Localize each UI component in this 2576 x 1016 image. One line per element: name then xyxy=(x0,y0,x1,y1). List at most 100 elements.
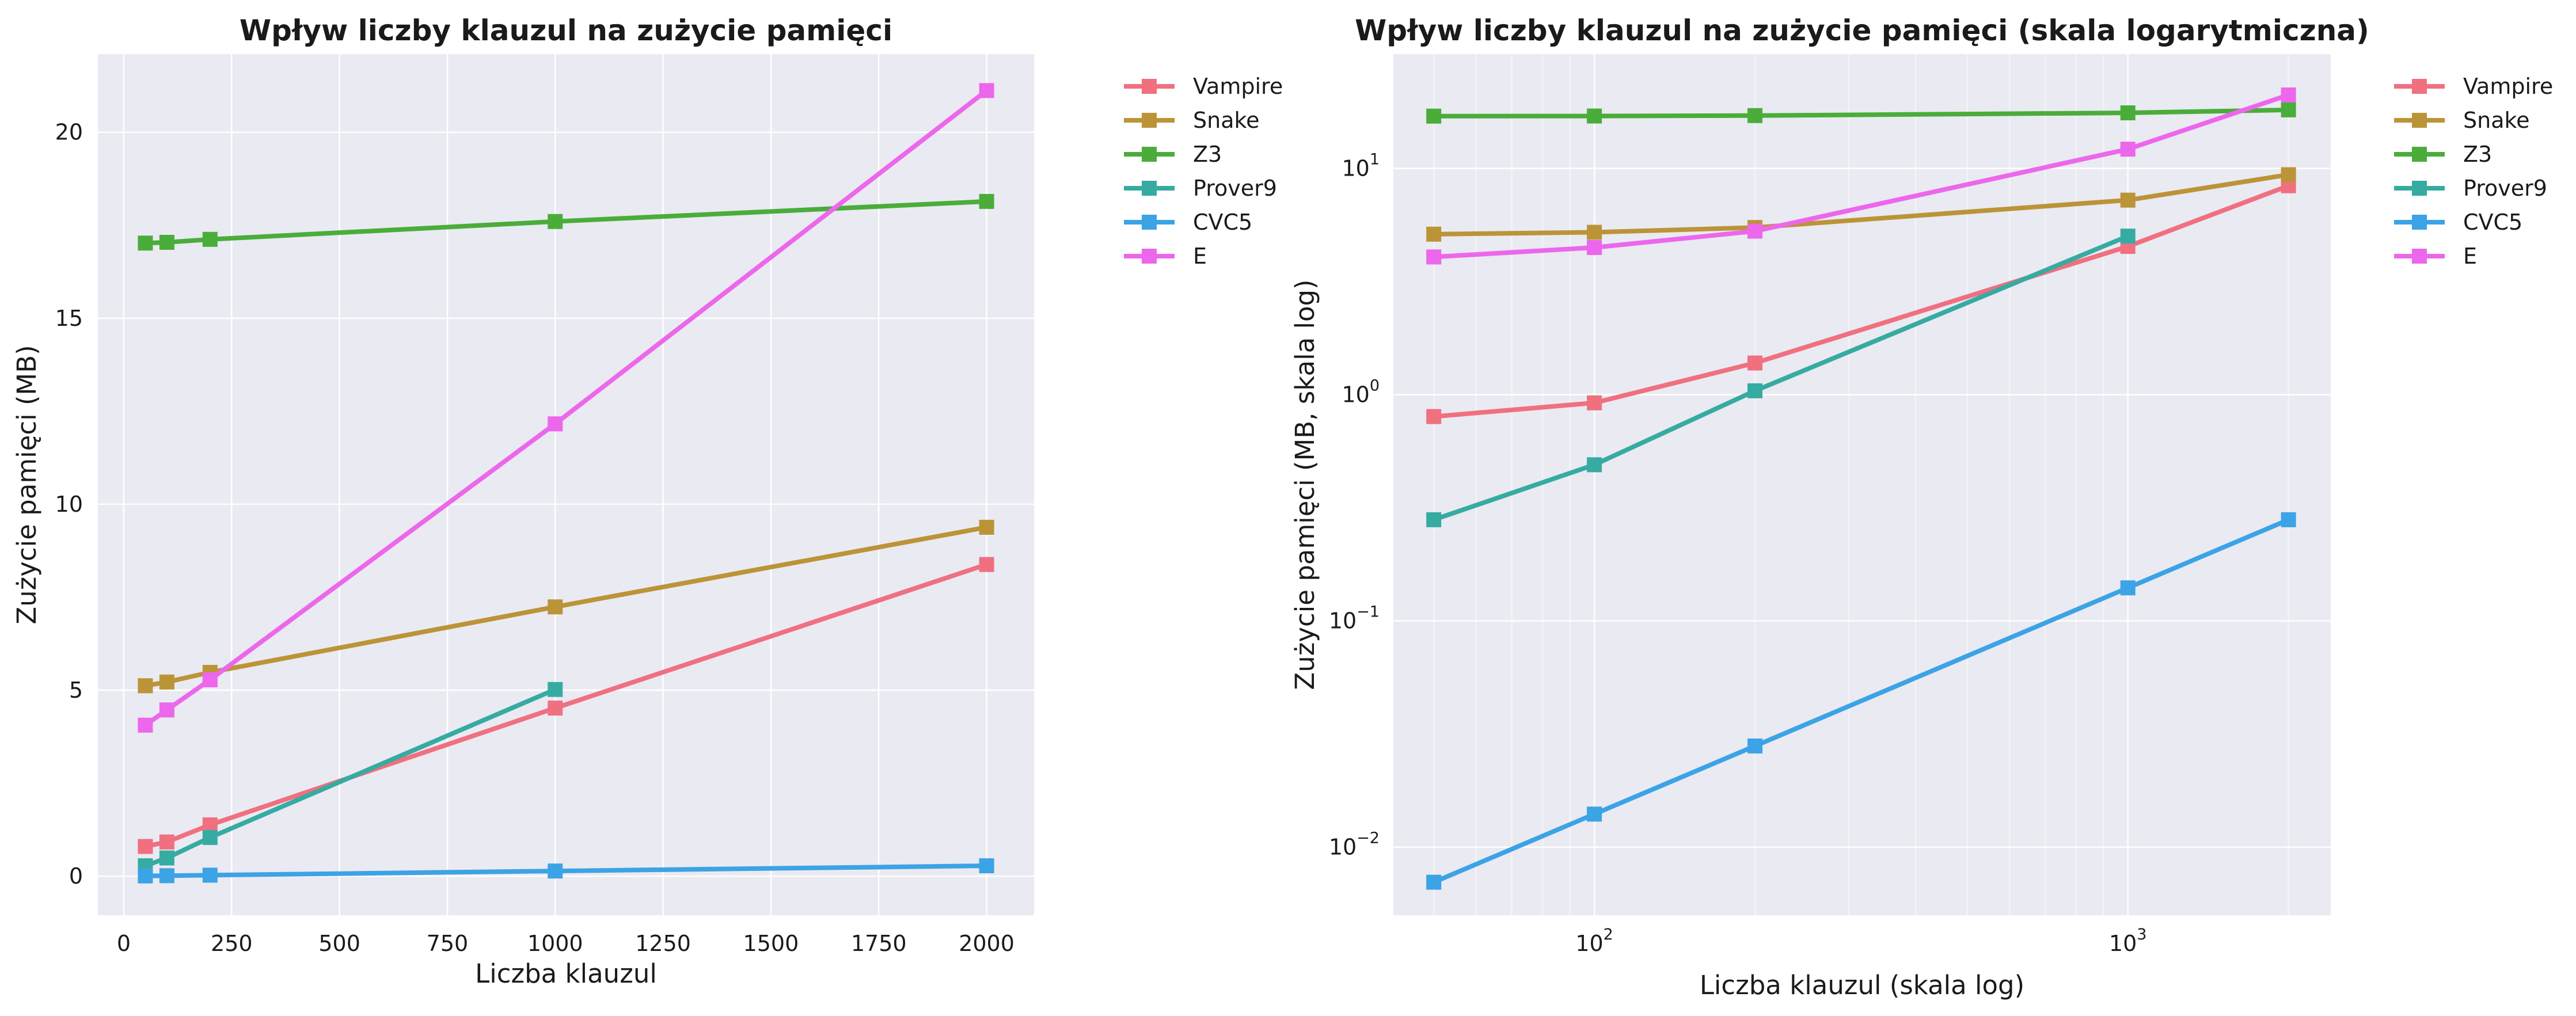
series-z3 xyxy=(138,193,994,251)
x-tick-label: 500 xyxy=(318,931,360,956)
legend-marker xyxy=(1142,215,1157,230)
x-tick-labels: 102 103 xyxy=(1575,926,2146,956)
data-point-marker xyxy=(1587,239,1602,255)
legend-item: Prover9 xyxy=(1124,176,1277,201)
data-point-marker xyxy=(979,83,994,98)
legend-label: Z3 xyxy=(1193,142,1222,167)
data-point-marker xyxy=(548,682,563,697)
x-tick-label-exponent: 2 xyxy=(1604,926,1613,943)
data-point-marker xyxy=(1426,108,1442,124)
legend-label: CVC5 xyxy=(2463,210,2522,235)
series-vampire xyxy=(138,557,994,854)
legend-marker xyxy=(2412,147,2427,162)
x-tick-label: 250 xyxy=(211,931,253,956)
legend-item: CVC5 xyxy=(1124,210,1252,235)
data-point-marker xyxy=(2120,105,2136,121)
y-tick-label-base: 10 xyxy=(1329,608,1357,634)
legend-label: CVC5 xyxy=(1193,210,1252,235)
y-tick-label-base: 10 xyxy=(1342,382,1369,408)
data-point-marker xyxy=(138,678,153,694)
data-point-marker xyxy=(1747,355,1763,371)
y-tick-label-exponent: −2 xyxy=(1357,829,1380,847)
x-tick-label: 103 xyxy=(2109,926,2147,956)
data-point-marker xyxy=(979,858,994,874)
data-point-marker xyxy=(2120,580,2136,596)
y-axis-label: Zużycie pamięci (MB) xyxy=(12,345,42,624)
x-tick-label: 102 xyxy=(1575,926,1613,956)
data-point-marker xyxy=(138,717,153,733)
legend-label: E xyxy=(2463,243,2477,269)
x-tick-label: 1250 xyxy=(635,931,691,956)
legend-marker xyxy=(2412,249,2427,264)
data-point-marker xyxy=(1587,108,1602,124)
series-group xyxy=(138,83,994,884)
data-point-marker xyxy=(979,519,994,535)
x-axis-label: Liczba klauzul (skala log) xyxy=(1700,970,2024,1000)
x-tick-labels: 0 250 500 750 1000 1250 1500 1750 2000 xyxy=(117,931,1015,956)
data-point-marker xyxy=(159,868,174,884)
legend-item: Snake xyxy=(1124,108,1260,133)
data-point-marker xyxy=(1587,457,1602,473)
data-point-marker xyxy=(202,829,218,845)
data-point-marker xyxy=(1426,249,1442,265)
x-tick-label-base: 10 xyxy=(1575,931,1603,956)
series-e xyxy=(1426,87,2296,265)
legend-item: Prover9 xyxy=(2394,176,2547,201)
series-e xyxy=(138,83,994,733)
legend-marker xyxy=(1142,147,1157,162)
x-tick-label: 0 xyxy=(117,931,131,956)
y-tick-label: 15 xyxy=(55,306,83,331)
data-point-marker xyxy=(138,839,153,854)
data-point-marker xyxy=(159,234,174,250)
legend-marker xyxy=(1142,79,1157,94)
data-point-marker xyxy=(159,674,174,690)
y-tick-label: 10 xyxy=(55,492,83,517)
data-point-marker xyxy=(1426,409,1442,424)
chart-title: Wpływ liczby klauzul na zużycie pamięci … xyxy=(1355,14,2369,47)
data-point-marker xyxy=(159,834,174,850)
series-group xyxy=(1426,87,2296,890)
y-tick-label: 101 xyxy=(1342,151,1380,181)
data-point-marker xyxy=(1747,383,1763,398)
data-point-marker xyxy=(548,214,563,229)
chart-title: Wpływ liczby klauzul na zużycie pamięci xyxy=(240,14,892,47)
y-tick-label-exponent: 1 xyxy=(1370,151,1380,169)
legend-marker xyxy=(2412,181,2427,196)
data-point-marker xyxy=(1747,738,1763,754)
y-tick-label: 10−1 xyxy=(1329,603,1380,634)
x-tick-label: 2000 xyxy=(959,931,1015,956)
legend-label: Prover9 xyxy=(2463,176,2547,201)
series-cvc5 xyxy=(1426,512,2296,890)
legend-label: Prover9 xyxy=(1193,176,1277,201)
legend-label: E xyxy=(1193,243,1207,269)
legend-label: Snake xyxy=(1193,108,1260,133)
grid xyxy=(98,54,1034,915)
data-point-marker xyxy=(1747,223,1763,239)
legend-item: Snake xyxy=(2394,108,2530,133)
data-point-marker xyxy=(2281,87,2296,102)
legend-label: Snake xyxy=(2463,108,2530,133)
series-z3 xyxy=(1426,102,2296,124)
legend-marker xyxy=(2412,113,2427,128)
data-point-marker xyxy=(548,863,563,879)
plot-area xyxy=(98,54,1034,915)
data-point-marker xyxy=(202,672,218,687)
x-tick-label: 1750 xyxy=(851,931,907,956)
chart-1: 0 250 500 750 1000 1250 1500 1750 2000 0 5 10 15 20 Wp… xyxy=(12,14,1283,989)
data-point-marker xyxy=(202,817,218,832)
legend-marker xyxy=(2412,215,2427,230)
data-point-marker xyxy=(1747,108,1763,123)
grid xyxy=(1393,54,2331,915)
data-point-marker xyxy=(548,416,563,432)
data-point-marker xyxy=(138,235,153,251)
y-tick-label-exponent: −1 xyxy=(1357,603,1380,621)
data-point-marker xyxy=(979,557,994,572)
legend-marker xyxy=(1142,249,1157,264)
data-point-marker xyxy=(1426,874,1442,890)
legend-item: CVC5 xyxy=(2394,210,2522,235)
data-point-marker xyxy=(979,193,994,209)
plot-area xyxy=(1393,54,2331,915)
data-point-marker xyxy=(548,701,563,716)
legend-marker xyxy=(1142,113,1157,128)
